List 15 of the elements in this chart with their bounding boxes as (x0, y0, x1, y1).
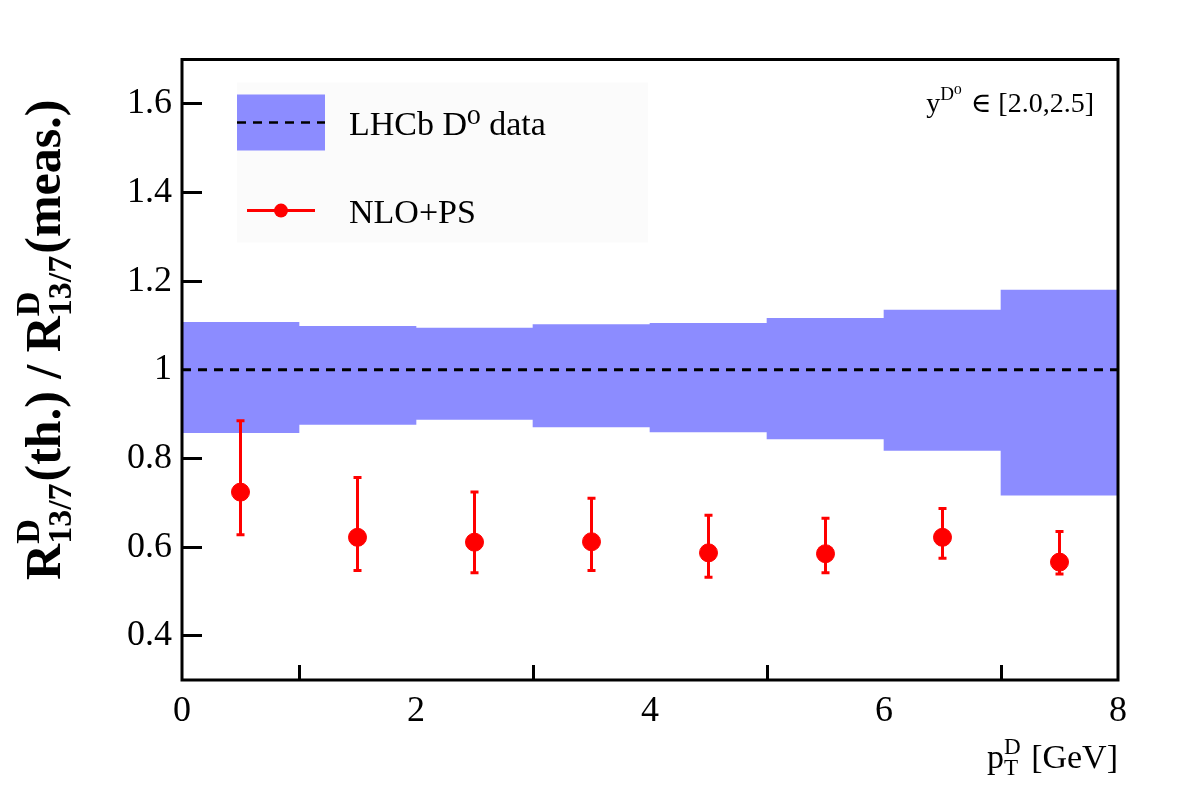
x-tick-label: 2 (407, 689, 425, 730)
x-tick-label: 0 (173, 689, 191, 730)
y-tick-label: 0.8 (127, 435, 172, 476)
y-tick-label: 0.6 (127, 524, 172, 565)
legend-label: LHCb D⁰ data (349, 104, 546, 142)
x-tick-label: 4 (641, 689, 659, 730)
y-axis-title: RD13/7(th.) / RD13/7(meas.) (9, 99, 78, 580)
y-tick-label: 1.6 (127, 81, 172, 122)
y-tick-label: 1.4 (127, 170, 172, 210)
y-tick-label: 1.2 (127, 258, 172, 299)
x-tick-label: 6 (875, 689, 893, 730)
x-tick-label: 8 (1109, 689, 1127, 730)
y-tick-label: 0.4 (127, 613, 172, 654)
legend-label: NLO+PS (349, 192, 476, 230)
y-tick-label: 1 (154, 347, 172, 388)
